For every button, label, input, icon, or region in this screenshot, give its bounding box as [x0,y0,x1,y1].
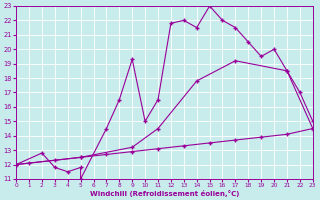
X-axis label: Windchill (Refroidissement éolien,°C): Windchill (Refroidissement éolien,°C) [90,190,239,197]
